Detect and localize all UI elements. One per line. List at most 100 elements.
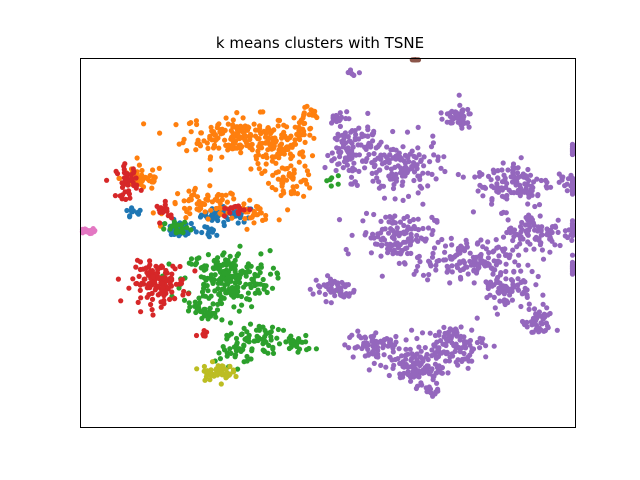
data-point <box>169 271 175 277</box>
data-point <box>158 304 164 310</box>
data-point <box>441 341 447 347</box>
data-point <box>130 166 136 172</box>
data-point <box>235 347 242 353</box>
data-point <box>252 282 258 289</box>
data-point <box>538 177 544 184</box>
data-point <box>400 197 406 203</box>
data-point <box>521 290 527 296</box>
data-point <box>292 141 299 147</box>
data-point <box>218 294 224 300</box>
data-point <box>225 147 231 153</box>
data-point <box>382 159 388 166</box>
data-point <box>543 177 549 183</box>
data-point <box>328 183 334 189</box>
data-point <box>505 167 511 173</box>
data-point <box>148 301 154 308</box>
data-point <box>333 112 339 119</box>
data-point <box>405 193 412 199</box>
data-point <box>511 268 517 274</box>
data-point <box>569 141 576 147</box>
data-point <box>370 178 376 184</box>
data-point <box>403 352 409 358</box>
data-point <box>276 341 283 347</box>
data-point <box>352 345 358 351</box>
data-point <box>459 345 465 351</box>
data-point <box>219 372 225 378</box>
data-point <box>464 264 470 270</box>
data-point <box>508 277 514 283</box>
data-point <box>520 279 527 285</box>
data-point <box>368 142 374 149</box>
data-point <box>515 282 521 288</box>
data-point <box>371 164 377 170</box>
data-point <box>298 179 304 185</box>
data-point <box>266 342 272 348</box>
data-point <box>188 256 195 262</box>
data-point <box>415 145 421 151</box>
data-point <box>420 201 426 207</box>
data-point <box>223 115 229 121</box>
data-point <box>227 290 233 296</box>
data-point <box>184 148 190 154</box>
data-point <box>181 297 188 303</box>
data-point <box>128 207 134 213</box>
data-point <box>311 135 317 141</box>
data-point <box>501 299 508 305</box>
data-point <box>155 267 161 273</box>
data-point <box>426 384 432 390</box>
data-point <box>304 181 310 187</box>
data-point <box>247 131 254 138</box>
data-point <box>202 209 208 215</box>
data-point <box>275 123 281 129</box>
data-point <box>201 306 207 312</box>
data-point <box>135 299 141 305</box>
data-point <box>196 255 202 261</box>
data-point <box>280 188 286 194</box>
data-point <box>444 111 450 117</box>
data-point <box>266 135 272 141</box>
data-point <box>149 296 156 302</box>
data-point <box>195 303 201 309</box>
data-point <box>555 217 561 223</box>
data-point <box>417 183 423 189</box>
data-point <box>390 365 396 371</box>
data-point <box>421 154 427 160</box>
data-point <box>397 219 403 225</box>
data-point <box>485 239 491 245</box>
data-point <box>352 179 358 185</box>
data-point <box>432 342 438 348</box>
cluster-2 <box>160 173 352 372</box>
data-point <box>467 111 473 117</box>
data-point <box>371 346 377 352</box>
data-point <box>283 135 289 141</box>
data-point <box>137 259 143 265</box>
data-point <box>172 295 178 302</box>
data-point <box>365 346 371 352</box>
data-point <box>288 189 294 195</box>
data-point <box>224 374 230 380</box>
data-point <box>123 171 129 177</box>
data-point <box>439 116 445 122</box>
data-point <box>286 173 292 179</box>
data-point <box>228 265 234 272</box>
data-point <box>275 275 281 281</box>
data-point <box>411 57 417 63</box>
data-point <box>392 213 398 219</box>
data-point <box>373 170 379 176</box>
data-point <box>413 237 419 243</box>
data-point <box>293 342 299 348</box>
data-point <box>408 378 414 384</box>
data-point <box>425 277 431 283</box>
data-point <box>270 350 277 356</box>
data-point <box>438 110 444 116</box>
data-point <box>217 356 223 362</box>
data-point <box>194 194 201 200</box>
data-point <box>261 128 267 134</box>
data-point <box>386 230 392 236</box>
data-point <box>205 288 211 294</box>
data-point <box>185 291 191 297</box>
data-point <box>232 354 238 360</box>
data-point <box>523 173 529 179</box>
data-point <box>208 272 214 278</box>
data-point <box>448 235 454 241</box>
